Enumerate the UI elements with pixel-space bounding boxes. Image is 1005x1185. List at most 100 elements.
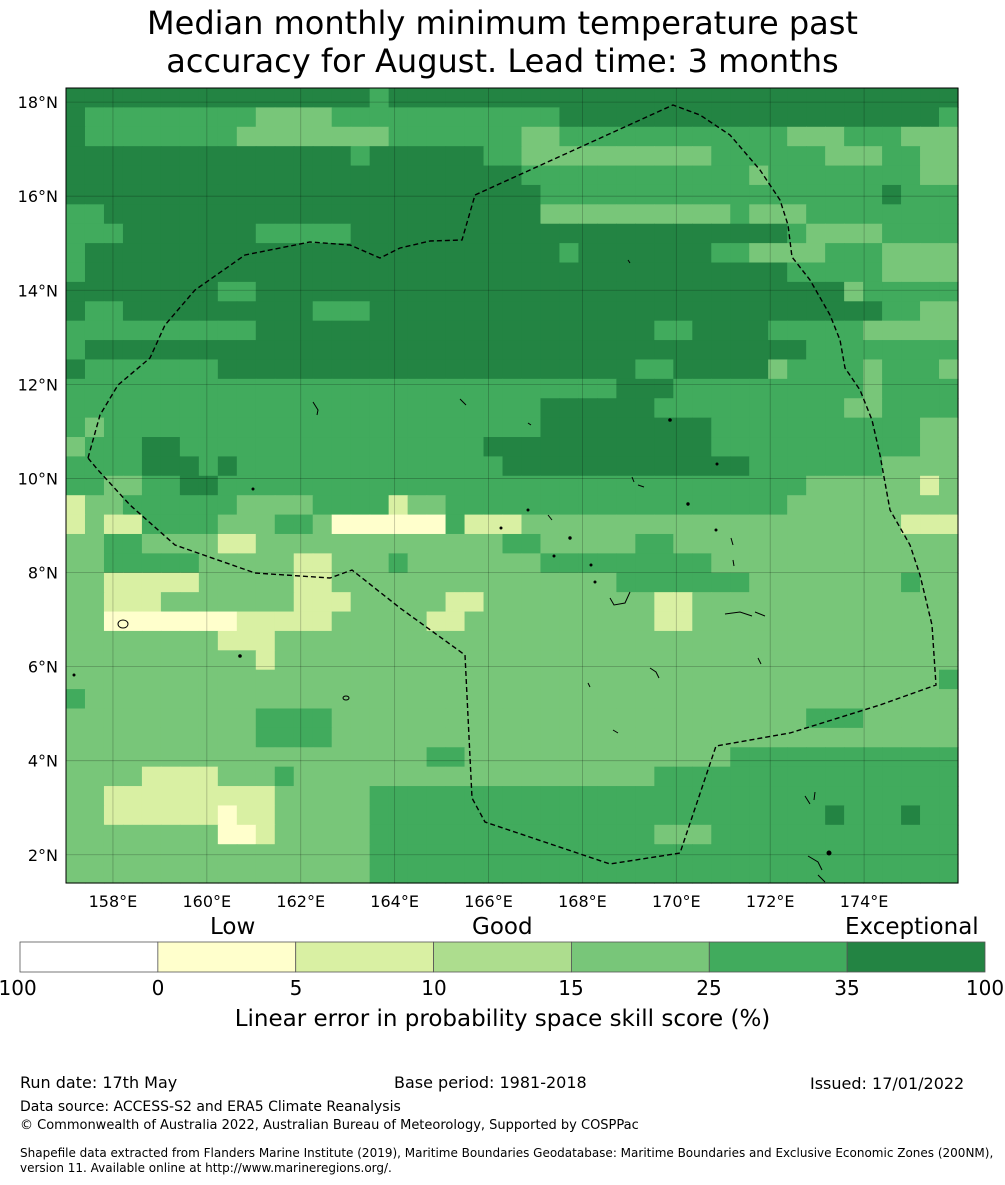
- skill-cell: [901, 184, 921, 205]
- skill-cell: [217, 727, 238, 748]
- skill-cell: [179, 475, 200, 496]
- skill-cell: [920, 165, 940, 186]
- skill-cell: [692, 88, 712, 108]
- skill-cell: [84, 689, 105, 710]
- skill-cell: [920, 88, 940, 108]
- skill-cell: [806, 824, 826, 845]
- skill-cell: [863, 553, 883, 574]
- skill-cell: [939, 243, 959, 264]
- skill-cell: [274, 766, 295, 787]
- skill-cell: [768, 611, 788, 632]
- skill-cell: [160, 281, 181, 302]
- skill-cell: [445, 126, 466, 147]
- skill-cell: [84, 281, 105, 302]
- skill-cell: [274, 592, 295, 613]
- skill-cell: [350, 863, 371, 884]
- skill-cell: [407, 669, 428, 690]
- colorbar-tick: 100: [965, 976, 1005, 1000]
- skill-cell: [692, 359, 712, 380]
- skill-cell: [217, 630, 238, 651]
- skill-cell: [882, 223, 902, 244]
- skill-cell: [711, 863, 731, 884]
- skill-cell: [122, 126, 143, 147]
- skill-cell: [464, 766, 485, 787]
- skill-cell: [312, 165, 333, 186]
- skill-cell: [863, 184, 883, 205]
- skill-cell: [673, 805, 693, 826]
- skill-cell: [464, 824, 485, 845]
- skill-cell: [293, 417, 314, 438]
- skill-cell: [66, 727, 86, 748]
- skill-cell: [711, 184, 731, 205]
- skill-cell: [882, 689, 902, 710]
- skill-cell: [540, 708, 561, 729]
- skill-cell: [673, 281, 693, 302]
- skill-cell: [882, 184, 902, 205]
- skill-cell: [597, 766, 617, 787]
- skill-cell: [673, 184, 693, 205]
- skill-cell: [654, 824, 674, 845]
- skill-cell: [122, 592, 143, 613]
- skill-cell: [255, 747, 276, 768]
- skill-cell: [312, 669, 333, 690]
- skill-cell: [616, 378, 636, 399]
- skill-cell: [350, 146, 371, 167]
- skill-cell: [844, 863, 864, 884]
- skill-cell: [521, 378, 542, 399]
- skill-cell: [559, 340, 580, 361]
- colorbar-swatch: [846, 941, 986, 973]
- skill-cell: [939, 495, 959, 516]
- skill-cell: [217, 223, 238, 244]
- skill-cell: [464, 281, 485, 302]
- skill-cell: [578, 320, 599, 341]
- skill-cell: [293, 630, 314, 651]
- skill-cell: [540, 204, 561, 225]
- skill-cell: [255, 398, 276, 419]
- skill-cell: [236, 437, 257, 458]
- skill-cell: [331, 592, 352, 613]
- skill-cell: [426, 359, 447, 380]
- skill-cell: [768, 514, 788, 535]
- skill-cell: [749, 708, 769, 729]
- skill-cell: [407, 398, 428, 419]
- skill-cell: [350, 359, 371, 380]
- skill-cell: [445, 611, 466, 632]
- skill-cell: [521, 146, 542, 167]
- skill-cell: [464, 204, 485, 225]
- longitude-tick-label: 162°E: [276, 892, 325, 911]
- skill-cell: [350, 669, 371, 690]
- skill-cell: [920, 514, 940, 535]
- skill-cell: [730, 533, 750, 554]
- skill-cell: [844, 824, 864, 845]
- skill-cell: [255, 456, 276, 477]
- shapefile-credit-line-2: version 11. Available online at http://w…: [20, 1161, 392, 1175]
- skill-cell: [806, 146, 826, 167]
- skill-cell: [66, 805, 86, 826]
- skill-cell: [939, 650, 959, 671]
- skill-cell: [122, 262, 143, 283]
- skill-cell: [540, 727, 561, 748]
- skill-cell: [236, 456, 257, 477]
- skill-cell: [768, 844, 788, 865]
- skill-cell: [901, 417, 921, 438]
- skill-cell: [901, 844, 921, 865]
- skill-cell: [787, 437, 807, 458]
- skill-cell: [160, 805, 181, 826]
- island-outlines: [72, 259, 832, 883]
- skill-cell: [578, 650, 599, 671]
- skill-cell: [616, 863, 636, 884]
- skill-cell: [179, 824, 200, 845]
- skill-cell: [863, 301, 883, 322]
- skill-cell: [673, 204, 693, 225]
- skill-cell: [711, 417, 731, 438]
- skill-cell: [597, 592, 617, 613]
- skill-cell: [198, 398, 219, 419]
- skill-cell: [198, 766, 219, 787]
- skill-cell: [825, 359, 845, 380]
- skill-cell: [616, 650, 636, 671]
- skill-cell: [692, 805, 712, 826]
- skill-cell: [825, 165, 845, 186]
- skill-cell: [711, 223, 731, 244]
- skill-cell: [559, 708, 580, 729]
- skill-cell: [730, 417, 750, 438]
